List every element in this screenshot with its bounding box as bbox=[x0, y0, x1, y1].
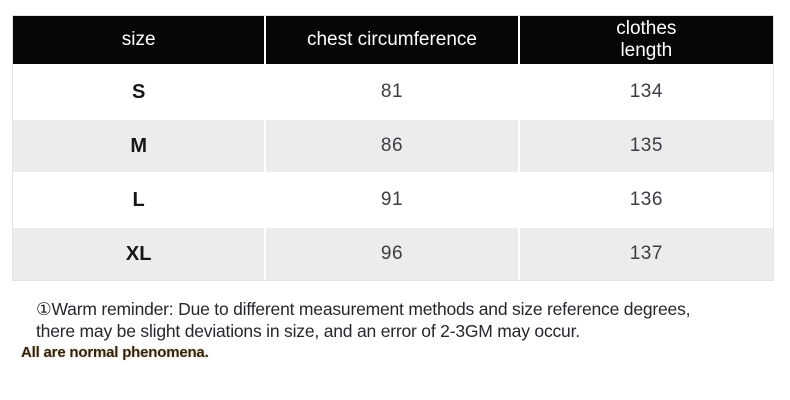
header-cell-clothes-length: clothes length bbox=[519, 16, 773, 64]
warm-reminder-note: ①Warm reminder: Due to different measure… bbox=[36, 298, 776, 342]
header-row: size chest circumference clothes length bbox=[13, 16, 773, 64]
size-chart-table: size chest circumference clothes length … bbox=[13, 16, 773, 280]
size-chart-body: S 81 134 M 86 135 L 91 136 XL 96 137 bbox=[13, 64, 773, 280]
size-value: L bbox=[13, 172, 267, 226]
length-value: 136 bbox=[519, 172, 773, 226]
length-value: 137 bbox=[519, 226, 773, 280]
header-cell-chest-circumference: chest circumference bbox=[266, 16, 520, 64]
size-chart-header: size chest circumference clothes length bbox=[13, 16, 773, 64]
chest-value: 81 bbox=[266, 64, 520, 118]
length-value: 134 bbox=[519, 64, 773, 118]
table-row-xl: XL 96 137 bbox=[13, 226, 773, 280]
table-row-l: L 91 136 bbox=[13, 172, 773, 226]
table-row-m: M 86 135 bbox=[13, 118, 773, 172]
size-value: S bbox=[13, 64, 267, 118]
length-value: 135 bbox=[519, 118, 773, 172]
size-value: XL bbox=[13, 226, 267, 280]
chest-value: 96 bbox=[266, 226, 520, 280]
warm-reminder-line-1: ①Warm reminder: Due to different measure… bbox=[36, 299, 691, 319]
chest-value: 86 bbox=[266, 118, 520, 172]
table-row-s: S 81 134 bbox=[13, 64, 773, 118]
footnote-text: All are normal phenomena. bbox=[21, 344, 209, 361]
size-chart-table-container: size chest circumference clothes length … bbox=[12, 15, 774, 281]
header-cell-size: size bbox=[13, 16, 267, 64]
size-value: M bbox=[13, 118, 267, 172]
chest-value: 91 bbox=[266, 172, 520, 226]
warm-reminder-line-2: there may be slight deviations in size, … bbox=[36, 321, 580, 341]
